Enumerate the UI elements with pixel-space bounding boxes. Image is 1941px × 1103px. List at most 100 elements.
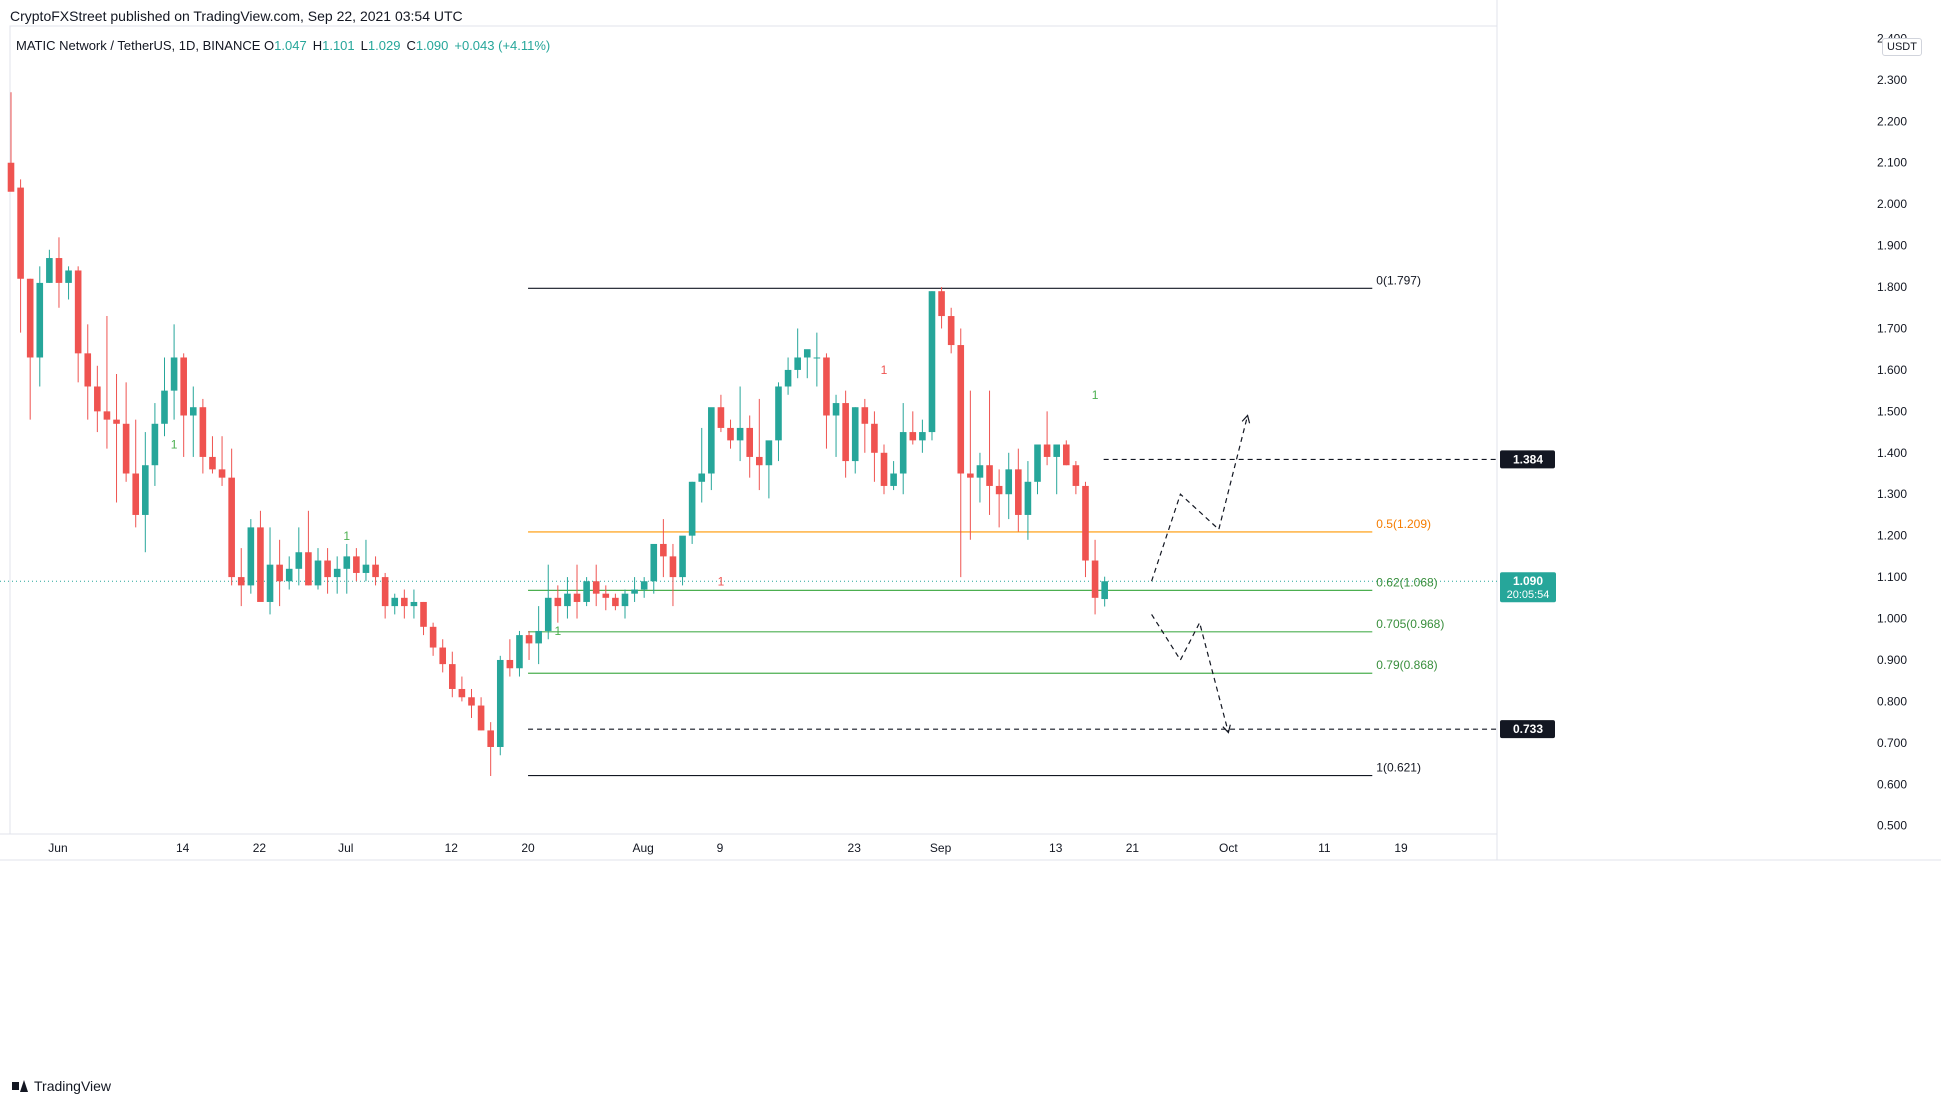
candle-body[interactable] — [631, 589, 638, 594]
candle-body[interactable] — [26, 278, 34, 358]
candle-body[interactable] — [266, 564, 274, 602]
candle-body[interactable] — [218, 469, 226, 478]
candle-body[interactable] — [487, 730, 494, 747]
candle-body[interactable] — [1005, 469, 1013, 495]
candle-body[interactable] — [861, 407, 869, 424]
candle-body[interactable] — [784, 369, 792, 387]
candle-body[interactable] — [1024, 481, 1032, 515]
candle-body[interactable] — [285, 568, 293, 582]
candle-body[interactable] — [161, 390, 168, 424]
candle-body[interactable] — [468, 697, 475, 706]
candle-body[interactable] — [640, 581, 648, 590]
candle-body[interactable] — [142, 465, 149, 515]
candle-body[interactable] — [343, 556, 351, 569]
candle-body[interactable] — [986, 465, 993, 486]
candle-body[interactable] — [1034, 444, 1041, 482]
candle-body[interactable] — [755, 456, 763, 466]
candle-body[interactable] — [727, 427, 734, 441]
candle-body[interactable] — [736, 427, 744, 441]
candle-body[interactable] — [65, 270, 72, 283]
candle-body[interactable] — [458, 688, 466, 698]
candle-body[interactable] — [698, 473, 706, 482]
candle-body[interactable] — [1053, 444, 1060, 457]
candle-body[interactable] — [94, 386, 101, 412]
candle-body[interactable] — [496, 659, 504, 747]
candle-body[interactable] — [794, 357, 801, 370]
candle-body[interactable] — [477, 705, 485, 731]
candle-body[interactable] — [995, 485, 1003, 495]
candle-body[interactable] — [237, 577, 245, 586]
candle-body[interactable] — [909, 432, 917, 441]
candle-body[interactable] — [899, 432, 907, 474]
candle-body[interactable] — [621, 593, 629, 607]
projection-path[interactable] — [1151, 614, 1229, 733]
candle-body[interactable] — [573, 593, 581, 602]
candle-body[interactable] — [947, 316, 955, 346]
candle-body[interactable] — [55, 258, 63, 283]
candle-body[interactable] — [372, 564, 379, 578]
candle-body[interactable] — [189, 407, 197, 416]
candle-body[interactable] — [391, 597, 399, 607]
candle-body[interactable] — [228, 477, 235, 578]
candle-body[interactable] — [36, 282, 44, 358]
candle-body[interactable] — [324, 560, 331, 578]
candle-body[interactable] — [708, 407, 715, 474]
candle-body[interactable] — [410, 601, 418, 607]
candle-body[interactable] — [74, 270, 82, 354]
candle-body[interactable] — [449, 664, 456, 689]
candle-body[interactable] — [506, 659, 514, 669]
candle-body[interactable] — [669, 556, 677, 578]
candle-body[interactable] — [333, 568, 341, 578]
candle-body[interactable] — [516, 635, 523, 669]
candle-body[interactable] — [880, 452, 888, 486]
candle-body[interactable] — [46, 258, 53, 283]
candle-body[interactable] — [813, 357, 821, 359]
candle-body[interactable] — [928, 291, 936, 433]
candle-body[interactable] — [765, 440, 773, 466]
candle-body[interactable] — [717, 407, 725, 428]
symbol-legend[interactable]: MATIC Network / TetherUS, 1D, BINANCE O1… — [16, 38, 556, 53]
candle-body[interactable] — [180, 357, 187, 416]
candle-body[interactable] — [362, 564, 370, 573]
candle-body[interactable] — [353, 556, 360, 573]
candle-body[interactable] — [247, 527, 255, 586]
candle-body[interactable] — [151, 423, 159, 466]
candle-body[interactable] — [209, 456, 216, 470]
candle-body[interactable] — [420, 601, 427, 627]
candle-body[interactable] — [17, 187, 24, 279]
candle-body[interactable] — [612, 597, 619, 607]
candle-body[interactable] — [660, 543, 667, 557]
candle-body[interactable] — [1062, 444, 1070, 466]
candle-body[interactable] — [688, 481, 696, 536]
candle-body[interactable] — [967, 473, 974, 478]
candle-body[interactable] — [957, 345, 965, 474]
candle-body[interactable] — [295, 552, 303, 569]
candle-body[interactable] — [103, 411, 111, 420]
candle-body[interactable] — [199, 407, 207, 457]
candle-body[interactable] — [823, 357, 830, 416]
candle-body[interactable] — [113, 419, 120, 424]
candle-body[interactable] — [305, 552, 312, 586]
candle-body[interactable] — [7, 162, 15, 192]
candle-body[interactable] — [554, 597, 562, 607]
candle-body[interactable] — [1043, 444, 1051, 457]
candle-body[interactable] — [890, 473, 897, 486]
candle-body[interactable] — [401, 597, 408, 607]
candle-body[interactable] — [746, 427, 754, 457]
projection-path[interactable] — [1151, 415, 1249, 582]
candle-body[interactable] — [1015, 469, 1022, 515]
candle-body[interactable] — [803, 349, 811, 358]
candle-body[interactable] — [84, 353, 92, 387]
candle-body[interactable] — [938, 291, 945, 317]
candle-body[interactable] — [122, 423, 130, 474]
currency-label[interactable]: USDT — [1882, 38, 1922, 56]
candle-body[interactable] — [429, 626, 437, 648]
candle-body[interactable] — [602, 593, 610, 598]
candle-body[interactable] — [257, 527, 264, 602]
candle-body[interactable] — [919, 432, 926, 441]
candle-body[interactable] — [775, 386, 782, 441]
candle-body[interactable] — [525, 635, 533, 644]
candle-body[interactable] — [564, 593, 571, 607]
candle-body[interactable] — [132, 473, 140, 515]
